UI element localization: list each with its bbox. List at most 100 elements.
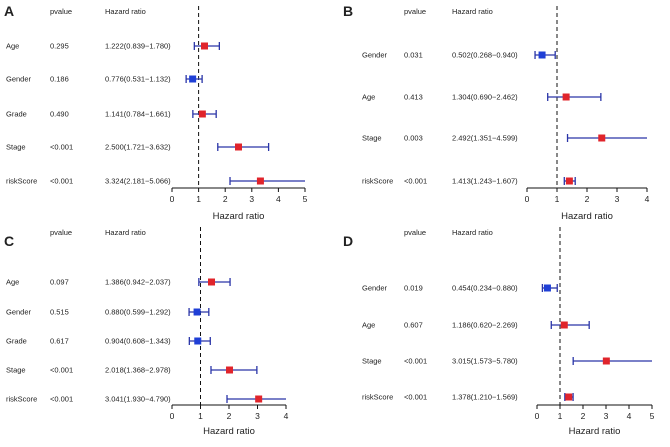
row-label: riskScore: [362, 393, 393, 402]
row-pvalue: 0.515: [50, 308, 69, 317]
row-pvalue: 0.186: [50, 75, 69, 84]
row-hr-text: 1.186(0.620−2.269): [452, 321, 518, 330]
forest-row: riskScore <0.001 1.378(1.210−1.569): [362, 393, 574, 402]
row-hr-text: 3.041(1.930−4.790): [105, 395, 171, 404]
row-label: Age: [362, 93, 375, 102]
hr-point-marker: [255, 395, 263, 403]
hr-point-marker: [198, 110, 206, 118]
row-label: riskScore: [6, 177, 37, 186]
row-pvalue: 0.003: [404, 134, 423, 143]
forest-row: riskScore <0.001 1.413(1.243−1.607): [362, 177, 576, 186]
row-pvalue: 0.607: [404, 321, 423, 330]
row-label: Stage: [362, 134, 382, 143]
x-tick-label: 4: [284, 411, 289, 421]
row-label: Age: [6, 278, 19, 287]
row-label: Gender: [6, 308, 32, 317]
hr-point-marker: [235, 143, 242, 151]
row-hr-text: 1.413(1.243−1.607): [452, 177, 518, 186]
row-label: Gender: [6, 75, 32, 84]
row-hr-text: 1.304(0.690−2.462): [452, 93, 518, 102]
forest-row: riskScore <0.001 3.324(2.181−5.066): [6, 177, 305, 186]
row-hr-text: 2.492(1.351−4.599): [452, 134, 518, 143]
forest-row: Stage 0.003 2.492(1.351−4.599): [362, 134, 647, 143]
x-axis-label: Hazard ratio: [569, 426, 621, 437]
row-pvalue: <0.001: [404, 357, 427, 366]
x-tick-label: 0: [170, 194, 175, 204]
panel-letter: D: [343, 233, 353, 249]
x-tick-label: 2: [227, 411, 232, 421]
row-label: Age: [362, 321, 375, 330]
row-hr-text: 3.324(2.181−5.066): [105, 177, 171, 186]
x-tick-label: 1: [558, 411, 563, 421]
header-hazard-ratio: Hazard ratio: [105, 228, 146, 237]
x-tick-label: 4: [645, 194, 650, 204]
hr-point-marker: [562, 93, 570, 101]
row-label: Gender: [362, 284, 388, 293]
hr-point-marker: [602, 357, 610, 365]
hr-point-marker: [201, 42, 209, 50]
hr-point-marker: [560, 321, 568, 329]
row-hr-text: 0.454(0.234−0.880): [452, 284, 518, 293]
x-tick-label: 4: [627, 411, 632, 421]
forest-row: Grade 0.490 1.141(0.784−1.661): [6, 110, 217, 119]
hr-point-marker: [565, 177, 573, 185]
row-pvalue: <0.001: [50, 395, 73, 404]
x-tick-label: 1: [198, 411, 203, 421]
x-tick-label: 3: [249, 194, 254, 204]
x-axis-label: Hazard ratio: [561, 211, 613, 222]
forest-row: Gender 0.019 0.454(0.234−0.880): [362, 284, 558, 293]
row-pvalue: <0.001: [50, 366, 73, 375]
row-pvalue: <0.001: [404, 177, 427, 186]
x-tick-label: 3: [255, 411, 260, 421]
forest-row: Stage <0.001 3.015(1.573−5.780): [362, 357, 652, 366]
row-hr-text: 3.015(1.573−5.780): [452, 357, 518, 366]
forest-row: Stage <0.001 2.500(1.721−3.632): [6, 143, 270, 152]
forest-row: Age 0.097 1.386(0.942−2.037): [6, 278, 231, 287]
row-pvalue: <0.001: [50, 177, 73, 186]
row-hr-text: 1.222(0.839−1.780): [105, 42, 171, 51]
row-hr-text: 0.776(0.531−1.132): [105, 75, 171, 84]
row-label: Stage: [6, 143, 26, 152]
x-axis-label: Hazard ratio: [203, 426, 255, 437]
x-tick-label: 0: [535, 411, 540, 421]
row-pvalue: 0.097: [50, 278, 69, 287]
forest-row: Stage <0.001 2.018(1.368−2.978): [6, 366, 258, 375]
x-tick-label: 0: [170, 411, 175, 421]
row-label: Gender: [362, 51, 388, 60]
row-label: Stage: [6, 366, 26, 375]
header-hazard-ratio: Hazard ratio: [452, 7, 493, 16]
row-hr-text: 1.386(0.942−2.037): [105, 278, 171, 287]
row-hr-text: 0.904(0.608−1.343): [105, 337, 171, 346]
hr-point-marker: [208, 278, 216, 286]
x-tick-label: 3: [615, 194, 620, 204]
row-pvalue: 0.019: [404, 284, 423, 293]
row-pvalue: 0.295: [50, 42, 69, 51]
panel-letter: C: [4, 233, 14, 249]
row-label: Grade: [6, 337, 27, 346]
hr-point-marker: [194, 337, 202, 345]
x-tick-label: 5: [303, 194, 308, 204]
header-hazard-ratio: Hazard ratio: [452, 228, 493, 237]
hr-point-marker: [538, 51, 546, 59]
forest-row: Gender 0.031 0.502(0.268−0.940): [362, 51, 556, 60]
header-pvalue: pvalue: [50, 228, 72, 237]
row-pvalue: 0.031: [404, 51, 423, 60]
header-pvalue: pvalue: [404, 228, 426, 237]
header-pvalue: pvalue: [404, 7, 426, 16]
hr-point-marker: [598, 134, 606, 142]
forest-row: Gender 0.186 0.776(0.531−1.132): [6, 75, 203, 84]
x-tick-label: 2: [585, 194, 590, 204]
forest-row: Age 0.295 1.222(0.839−1.780): [6, 42, 220, 51]
forest-row: Age 0.607 1.186(0.620−2.269): [362, 321, 590, 330]
row-hr-text: 0.880(0.599−1.292): [105, 308, 171, 317]
row-hr-text: 1.378(1.210−1.569): [452, 393, 518, 402]
row-pvalue: 0.490: [50, 110, 69, 119]
row-pvalue: 0.617: [50, 337, 69, 346]
row-pvalue: <0.001: [404, 393, 427, 402]
x-tick-label: 2: [581, 411, 586, 421]
